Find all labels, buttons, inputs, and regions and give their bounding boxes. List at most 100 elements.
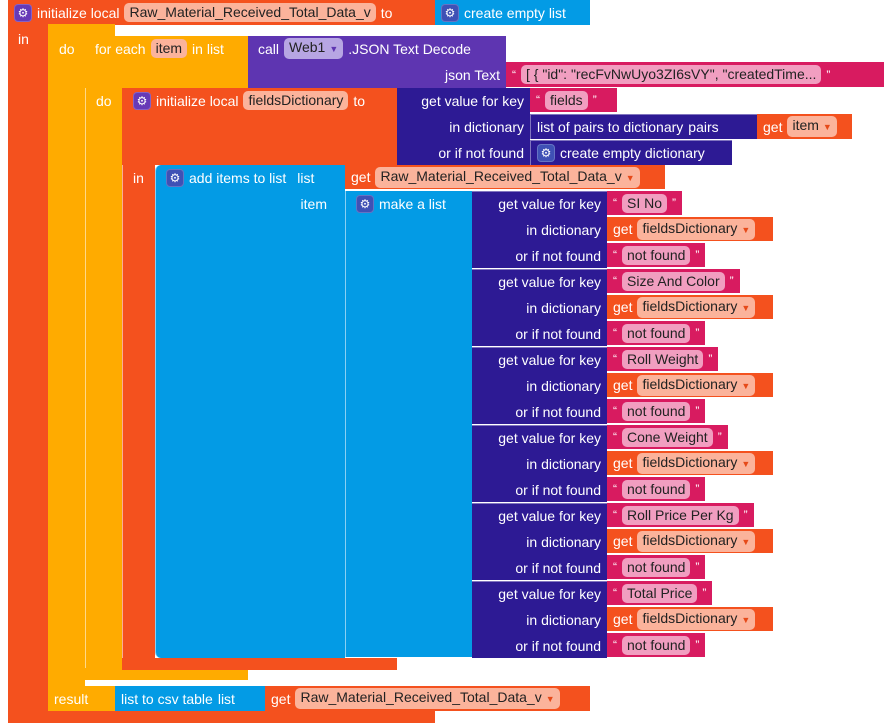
- not-found-value[interactable]: not found: [622, 323, 691, 343]
- key-value[interactable]: Size And Color: [622, 271, 725, 291]
- foreach-column: [85, 36, 122, 680]
- create-empty-dictionary-block[interactable]: ⚙ create empty dictionary: [530, 140, 732, 165]
- notfound-label: or if not found: [515, 481, 601, 498]
- key-string-block[interactable]: “ SI No ”: [607, 191, 683, 215]
- variable-dropdown[interactable]: fieldsDictionary ▼: [637, 374, 756, 396]
- key-string-block[interactable]: “ Cone Weight ”: [607, 425, 728, 449]
- list-of-pairs-block[interactable]: list of pairs to dictionary pairs: [530, 114, 757, 139]
- get-dictionary-block[interactable]: get fieldsDictionary ▼: [607, 607, 773, 631]
- in-list-label: in list: [192, 40, 224, 57]
- variable-dropdown[interactable]: fieldsDictionary ▼: [637, 608, 756, 630]
- key-value[interactable]: Roll Price Per Kg: [622, 505, 739, 525]
- indict-label: in dictionary: [526, 611, 601, 628]
- item-row: item: [155, 191, 333, 216]
- not-found-value[interactable]: not found: [622, 557, 691, 577]
- key-string-block[interactable]: “ Total Price ”: [607, 581, 713, 605]
- not-found-string-block[interactable]: “ not found ”: [607, 555, 706, 579]
- key-value[interactable]: SI No: [622, 193, 668, 213]
- quote-icon: ”: [695, 638, 700, 652]
- get-value-for-key-block[interactable]: [472, 503, 607, 580]
- make-a-list-block[interactable]: [345, 191, 472, 657]
- quote-icon: ”: [695, 482, 700, 496]
- get-dictionary-block[interactable]: get fieldsDictionary ▼: [607, 451, 773, 475]
- notfound-label: or if not found: [515, 403, 601, 420]
- component-dropdown[interactable]: Web1 ▼: [284, 38, 344, 59]
- notfound-row: or if not found: [472, 243, 607, 268]
- not-found-value[interactable]: not found: [622, 245, 691, 265]
- gear-icon[interactable]: ⚙: [133, 91, 151, 110]
- not-found-value[interactable]: not found: [622, 479, 691, 499]
- gear-icon[interactable]: ⚙: [166, 168, 184, 187]
- get-value-for-key-block[interactable]: [472, 347, 607, 424]
- not-found-value[interactable]: not found: [622, 401, 691, 421]
- variable-dropdown[interactable]: item ▼: [787, 116, 837, 137]
- notfound-label: or if not found: [515, 247, 601, 264]
- in-label: in: [18, 30, 29, 47]
- get-variable-block[interactable]: get Raw_Material_Received_Total_Data_v ▼: [265, 686, 590, 711]
- get-dictionary-block[interactable]: get fieldsDictionary ▼: [607, 529, 773, 553]
- quote-icon: ”: [695, 248, 700, 262]
- notfound-label: or if not found: [438, 144, 524, 161]
- key-value[interactable]: Cone Weight: [622, 427, 713, 447]
- indict-row: in dictionary: [472, 373, 607, 398]
- variable-dropdown[interactable]: Raw_Material_Received_Total_Data_v ▼: [375, 166, 640, 188]
- quote-icon: “: [613, 430, 617, 444]
- get-value-for-key-block[interactable]: [397, 88, 530, 165]
- not-found-string-block[interactable]: “ not found ”: [607, 321, 706, 345]
- indict-row: in dictionary: [472, 607, 607, 632]
- fd-init-bottom: [122, 658, 397, 670]
- quote-icon: ”: [695, 404, 700, 418]
- get-dictionary-block[interactable]: get fieldsDictionary ▼: [607, 295, 773, 319]
- gear-icon[interactable]: ⚙: [537, 144, 555, 162]
- key-string-block[interactable]: “ fields ”: [530, 88, 617, 112]
- variable-name: fieldsDictionary: [642, 375, 738, 392]
- foreach-bottom: [85, 668, 248, 680]
- dropdown-arrow-icon: ▼: [741, 302, 751, 313]
- foreach-do-label: do: [96, 92, 112, 109]
- gear-icon[interactable]: ⚙: [356, 194, 374, 213]
- create-empty-list-block[interactable]: ⚙ create empty list: [435, 0, 590, 25]
- not-found-string-block[interactable]: “ not found ”: [607, 399, 706, 423]
- item-label: item: [300, 195, 327, 212]
- gvk-row: get value for key: [472, 503, 607, 528]
- not-found-value[interactable]: not found: [622, 635, 691, 655]
- variable-name-field[interactable]: Raw_Material_Received_Total_Data_v: [124, 3, 376, 22]
- key-string-block[interactable]: “ Roll Weight ”: [607, 347, 719, 371]
- not-found-string-block[interactable]: “ not found ”: [607, 477, 706, 501]
- variable-dropdown[interactable]: fieldsDictionary ▼: [637, 530, 756, 552]
- key-value[interactable]: fields: [545, 90, 588, 110]
- init-local-block[interactable]: ⚙ initialize local Raw_Material_Received…: [8, 0, 435, 25]
- get-value-for-key-block[interactable]: [472, 191, 607, 268]
- variable-name-field[interactable]: fieldsDictionary: [243, 91, 349, 110]
- get-dictionary-block[interactable]: get fieldsDictionary ▼: [607, 217, 773, 241]
- quote-icon: “: [613, 560, 617, 574]
- key-string-block[interactable]: “ Roll Price Per Kg ”: [607, 503, 754, 527]
- json-text-string-block[interactable]: “ [ { "id": "recFvNwUyo3ZI6sVY", "create…: [506, 62, 884, 87]
- get-variable-block[interactable]: get Raw_Material_Received_Total_Data_v ▼: [345, 165, 665, 189]
- variable-dropdown[interactable]: fieldsDictionary ▼: [637, 452, 756, 474]
- get-label: get: [613, 221, 633, 237]
- add-items-block[interactable]: [155, 165, 345, 658]
- key-value[interactable]: Total Price: [622, 583, 698, 603]
- fd-init-header[interactable]: ⚙ initialize local fieldsDictionary to: [127, 88, 371, 113]
- key-value[interactable]: Roll Weight: [622, 349, 704, 369]
- loop-variable-field[interactable]: item: [150, 39, 188, 58]
- get-value-for-key-block[interactable]: [472, 581, 607, 658]
- get-value-for-key-block[interactable]: [472, 269, 607, 346]
- get-value-for-key-block[interactable]: [472, 425, 607, 502]
- foreach-header[interactable]: for each item in list: [89, 36, 230, 61]
- get-item-block[interactable]: get item ▼: [757, 114, 852, 139]
- key-string-block[interactable]: “ Size And Color ”: [607, 269, 740, 293]
- variable-name: fieldsDictionary: [642, 453, 738, 470]
- variable-dropdown[interactable]: fieldsDictionary ▼: [637, 218, 756, 240]
- gear-icon[interactable]: ⚙: [14, 3, 32, 22]
- not-found-string-block[interactable]: “ not found ”: [607, 633, 706, 657]
- do-result-top: [48, 24, 115, 38]
- json-text-value[interactable]: [ { "id": "recFvNwUyo3ZI6sVY", "createdT…: [521, 65, 822, 84]
- variable-dropdown[interactable]: fieldsDictionary ▼: [637, 296, 756, 318]
- list-to-csv-table-block[interactable]: list to csv table list: [115, 686, 265, 711]
- get-dictionary-block[interactable]: get fieldsDictionary ▼: [607, 373, 773, 397]
- gear-icon[interactable]: ⚙: [441, 3, 459, 22]
- not-found-string-block[interactable]: “ not found ”: [607, 243, 706, 267]
- variable-dropdown[interactable]: Raw_Material_Received_Total_Data_v ▼: [295, 688, 560, 709]
